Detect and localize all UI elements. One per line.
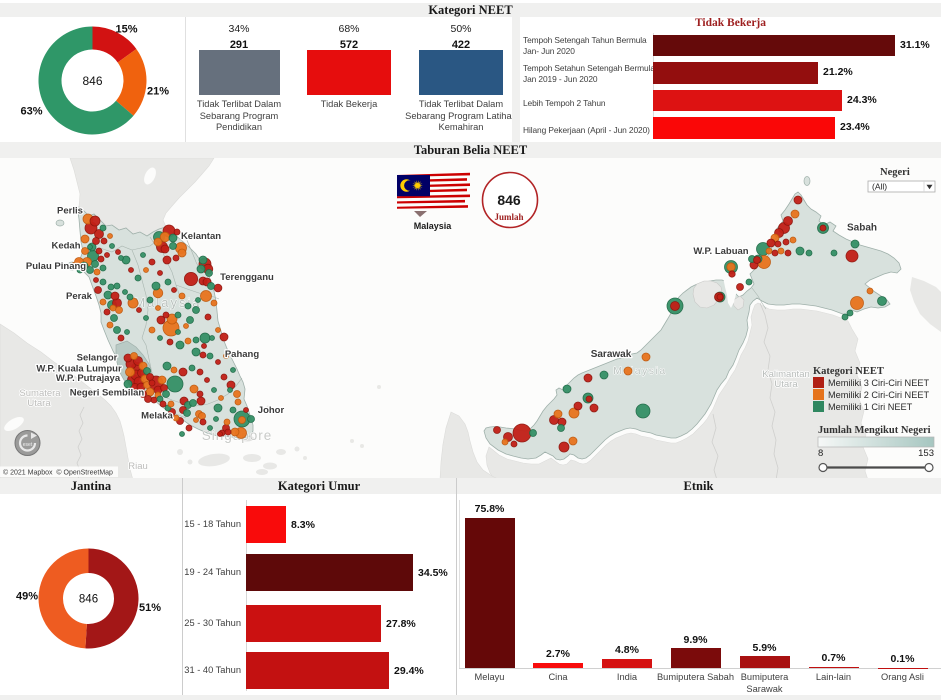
svg-text:8: 8 (818, 448, 823, 459)
svg-text:W.P. Kuala Lumpur: W.P. Kuala Lumpur (36, 364, 122, 375)
svg-text:51%: 51% (139, 602, 161, 614)
svg-text:Sarawak: Sarawak (591, 349, 632, 360)
svg-text:Kedah: Kedah (51, 241, 80, 252)
svg-text:© 2021 Mapbox © OpenStreetMap: © 2021 Mapbox © OpenStreetMap (3, 469, 113, 477)
svg-text:846: 846 (79, 594, 98, 606)
svg-text:Memiliki 2 Ciri-Ciri NEET: Memiliki 2 Ciri-Ciri NEET (828, 390, 929, 400)
svg-text:Selangor: Selangor (77, 353, 118, 364)
svg-text:Kalimantan: Kalimantan (762, 369, 810, 380)
svg-text:W.P. Labuan: W.P. Labuan (693, 246, 748, 257)
svg-text:Perlis: Perlis (57, 206, 83, 217)
svg-text:Melaka: Melaka (141, 411, 173, 422)
svg-text:21%: 21% (147, 86, 169, 98)
svg-text:153: 153 (918, 448, 934, 459)
svg-text:Jumlah Mengikut Negeri: Jumlah Mengikut Negeri (818, 425, 931, 436)
svg-text:Perak: Perak (66, 291, 93, 302)
svg-text:Terengganu: Terengganu (220, 272, 274, 283)
svg-text:Riau: Riau (128, 461, 148, 472)
svg-text:63%: 63% (20, 106, 42, 118)
svg-text:846: 846 (497, 192, 521, 208)
svg-text:Kategori NEET: Kategori NEET (813, 366, 884, 377)
svg-text:15%: 15% (115, 24, 137, 36)
svg-text:Utara: Utara (774, 379, 798, 390)
svg-text:Malaysia: Malaysia (134, 295, 201, 310)
svg-text:W.P. Putrajaya: W.P. Putrajaya (56, 373, 121, 384)
svg-text:(All): (All) (872, 182, 887, 192)
svg-text:Memiliki 1 Ciri NEET: Memiliki 1 Ciri NEET (828, 402, 913, 412)
svg-text:Malaysia: Malaysia (613, 365, 666, 377)
svg-text:Johor: Johor (258, 405, 285, 416)
svg-text:Pulau Pinang: Pulau Pinang (26, 261, 86, 272)
svg-text:49%: 49% (16, 591, 38, 603)
svg-text:eset: eset (23, 442, 33, 448)
svg-text:846: 846 (82, 74, 102, 88)
svg-text:Memiliki 3 Ciri-Ciri NEET: Memiliki 3 Ciri-Ciri NEET (828, 378, 929, 388)
svg-text:Sabah: Sabah (847, 223, 877, 234)
svg-text:Negeri Sembilan: Negeri Sembilan (70, 388, 145, 399)
svg-text:Malaysia: Malaysia (414, 221, 453, 231)
svg-text:Kelantan: Kelantan (181, 231, 221, 242)
svg-text:Utara: Utara (27, 398, 51, 409)
svg-text:Negeri: Negeri (880, 167, 910, 178)
svg-text:Jumlah: Jumlah (494, 212, 523, 222)
svg-text:Sumatera: Sumatera (19, 388, 61, 399)
svg-text:Pahang: Pahang (225, 349, 260, 360)
